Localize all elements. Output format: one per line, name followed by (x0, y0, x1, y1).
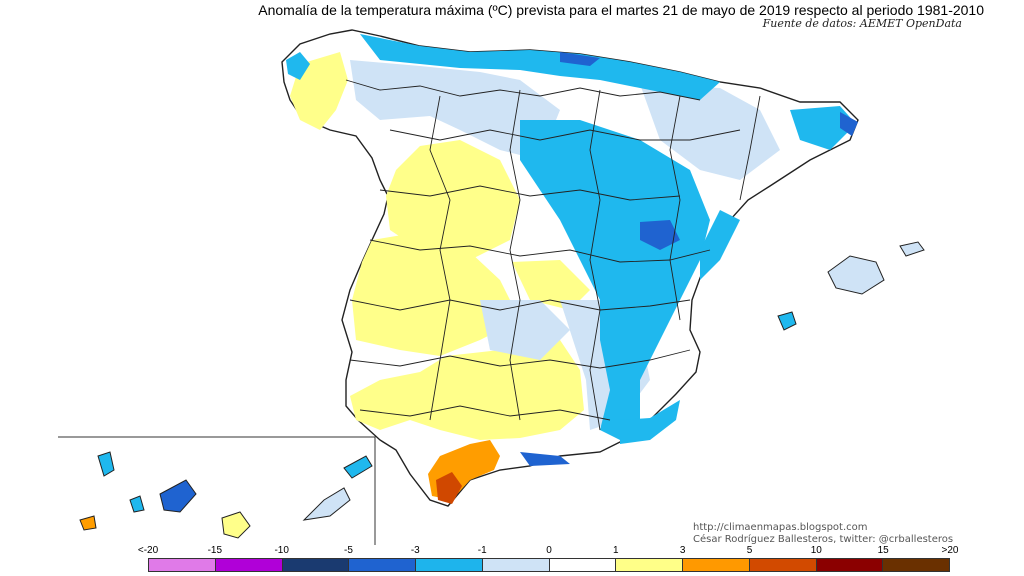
canary-inset (58, 436, 376, 545)
legend-swatch (349, 559, 416, 571)
legend-swatch (282, 559, 350, 571)
legend-swatch (549, 559, 617, 571)
legend-tick: -10 (274, 545, 289, 556)
legend-swatch (215, 559, 283, 571)
legend-tick: -1 (477, 545, 487, 556)
legend-tick: 1 (613, 545, 619, 556)
credits: http://climaenmapas.blogspot.com César R… (693, 522, 953, 546)
balearic-islands (777, 241, 925, 331)
very-hot-anomaly-area (436, 472, 462, 504)
legend-tick: 10 (810, 545, 822, 556)
strong-cool-spots (520, 52, 858, 466)
credits-author: César Rodríguez Ballesteros, twitter: @c… (693, 534, 954, 545)
legend-swatch (883, 559, 949, 571)
legend-tick: 5 (746, 545, 753, 556)
legend-swatch (749, 559, 817, 571)
legend-swatch (149, 559, 216, 571)
legend-tick: -3 (410, 545, 420, 556)
legend-swatch (482, 559, 550, 571)
legend-tick: -5 (344, 545, 353, 556)
legend-swatch (416, 559, 483, 571)
color-legend (148, 558, 950, 572)
legend-tick: >20 (941, 545, 959, 556)
legend-swatch (683, 559, 750, 571)
cool-anomaly-areas (286, 34, 856, 444)
legend-swatch (616, 559, 683, 571)
map-title: Anomalía de la temperatura máxima (ºC) p… (258, 2, 984, 18)
credits-blog: http://climaenmapas.blogspot.com (693, 522, 868, 533)
legend-tick: 3 (679, 545, 686, 556)
legend-swatch (816, 559, 884, 571)
data-source: Fuente de datos: AEMET OpenData (762, 17, 962, 30)
province-borders (345, 79, 761, 431)
legend-tick: <-20 (137, 545, 159, 556)
legend-tick: 0 (546, 545, 552, 556)
warm-anomaly-areas (290, 52, 590, 440)
legend-tick: -15 (207, 545, 223, 556)
legend-ticks: <-20 -15 -10 -5 -3 -1 0 1 3 5 10 15 >20 (138, 545, 959, 557)
legend-tick: 15 (877, 545, 889, 556)
